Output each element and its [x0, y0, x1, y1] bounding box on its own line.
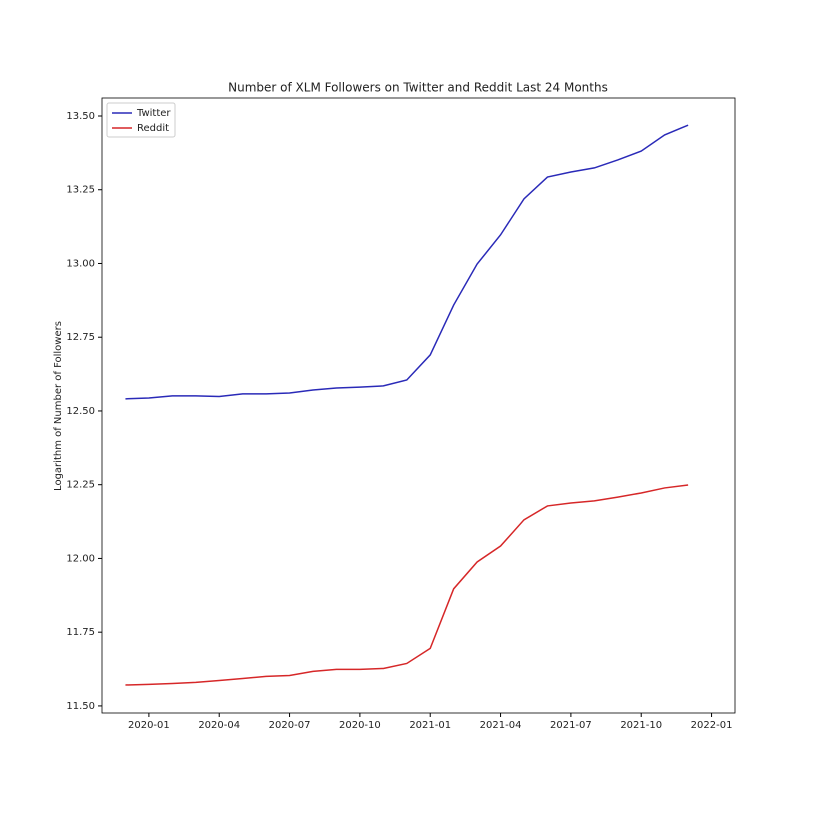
x-tick-label: 2021-10 [620, 720, 662, 731]
x-tick-label: 2020-07 [269, 720, 311, 731]
y-tick-label: 11.50 [66, 701, 95, 712]
legend-label: Twitter [136, 108, 171, 119]
y-tick-label: 13.25 [66, 185, 95, 196]
x-tick-label: 2021-04 [480, 720, 522, 731]
x-tick-label: 2020-01 [128, 720, 170, 731]
chart-title: Number of XLM Followers on Twitter and R… [228, 81, 608, 95]
y-tick-label: 12.75 [66, 332, 95, 343]
y-tick-label: 12.25 [66, 480, 95, 491]
y-tick-label: 11.75 [66, 627, 95, 638]
y-tick-label: 12.50 [66, 406, 95, 417]
y-tick-label: 13.00 [66, 258, 95, 269]
x-tick-label: 2020-04 [198, 720, 240, 731]
x-tick-label: 2020-10 [339, 720, 381, 731]
line [125, 484, 689, 686]
x-tick-label: 2022-01 [691, 720, 733, 731]
plot-frame [101, 97, 736, 714]
y-tick-label: 12.00 [66, 553, 95, 564]
y-axis-label: Logarithm of Number of Followers [53, 321, 64, 491]
legend-label: Reddit [137, 123, 169, 134]
y-tick-label: 13.50 [66, 111, 95, 122]
line [125, 124, 689, 400]
x-tick-label: 2021-07 [550, 720, 592, 731]
x-tick-label: 2021-01 [409, 720, 451, 731]
